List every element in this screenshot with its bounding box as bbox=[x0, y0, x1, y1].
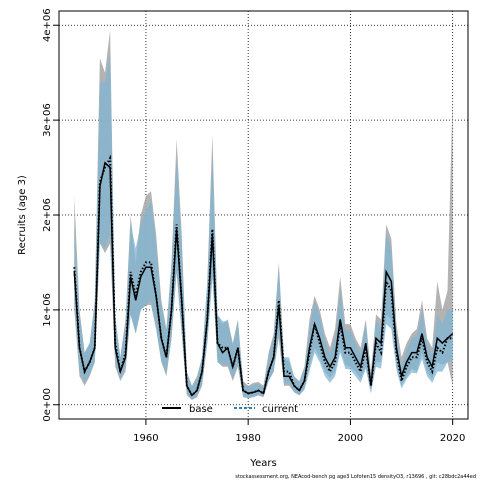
y-axis: 0e+00 1e+06 2e+06 3e+06 4e+06 bbox=[42, 8, 59, 422]
x-tick-label-3: 2020 bbox=[440, 433, 465, 444]
legend-label-base: base bbox=[189, 404, 213, 415]
x-tick-label-1: 1980 bbox=[235, 433, 260, 444]
legend-label-current: current bbox=[262, 404, 298, 415]
y-axis-title: Recruits (age 3) bbox=[17, 175, 28, 255]
y-tick-label-0: 0e+00 bbox=[42, 388, 53, 422]
x-axis-title: Years bbox=[249, 458, 276, 469]
y-tick-label-2: 2e+06 bbox=[42, 198, 53, 232]
x-axis: 1960 1980 2000 2020 bbox=[133, 419, 465, 444]
legend: base current bbox=[162, 404, 298, 415]
confidence-bands bbox=[74, 30, 453, 400]
y-tick-label-1: 1e+06 bbox=[42, 293, 53, 327]
footer-note: stockassessment.org, NEAcod-bench pg age… bbox=[235, 474, 476, 480]
x-tick-label-0: 1960 bbox=[133, 433, 158, 444]
y-tick-label-3: 3e+06 bbox=[42, 103, 53, 137]
series-lines bbox=[73, 154, 454, 397]
x-tick-label-2: 2000 bbox=[338, 433, 363, 444]
y-tick-label-4: 4e+06 bbox=[42, 8, 53, 42]
band-current bbox=[74, 53, 453, 400]
